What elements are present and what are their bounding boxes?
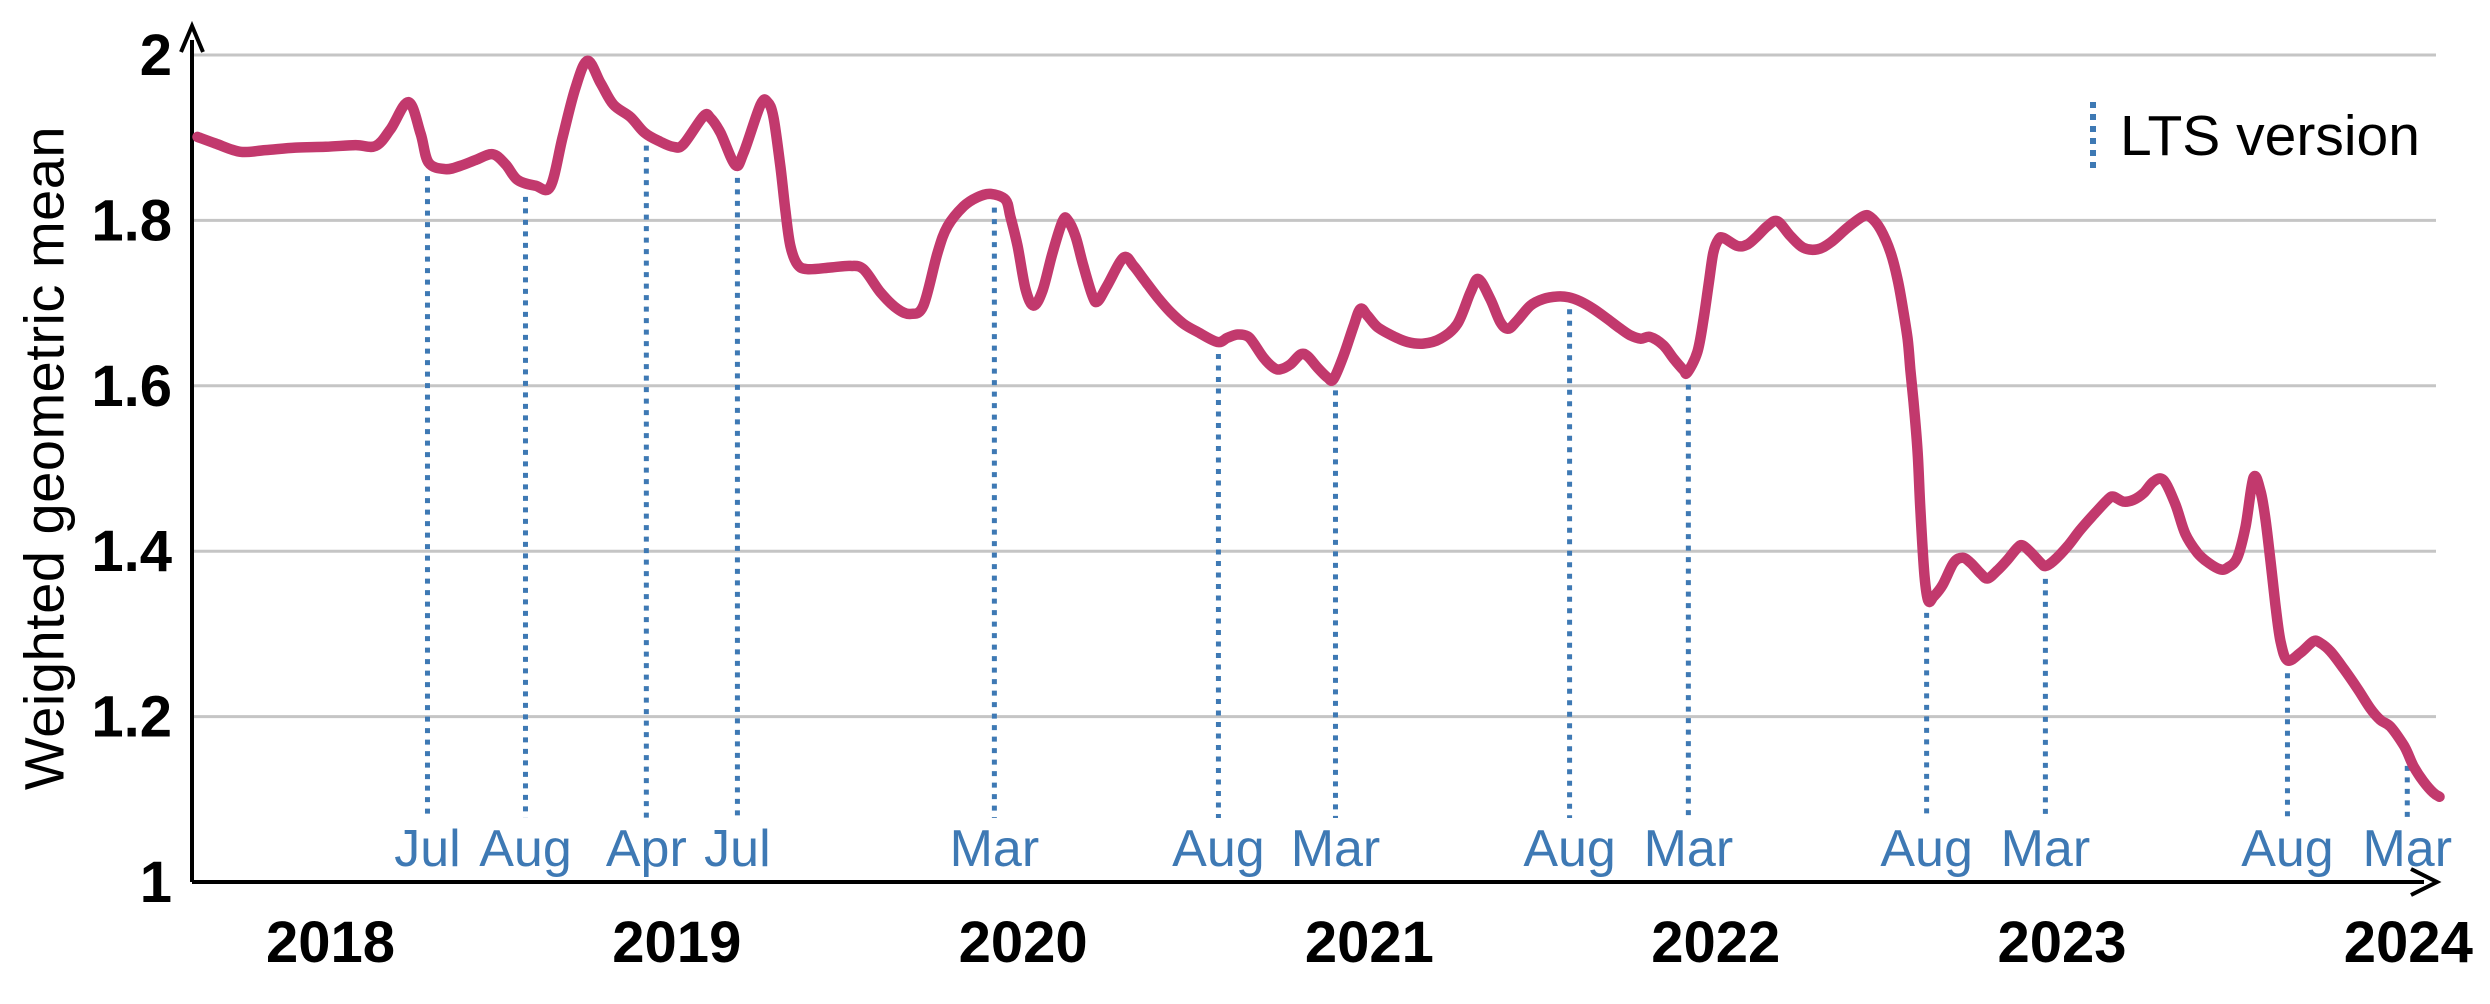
lts-month-label: Jul [704,820,770,878]
lts-month-label: Mar [2362,820,2452,878]
lts-month-label: Mar [2001,820,2091,878]
x-tick-label: 2023 [1998,910,2127,975]
lts-month-label: Aug [1172,820,1265,878]
x-tick-label: 2021 [1305,910,1434,975]
series-line [192,55,2445,803]
lts-dotted-line-icon [2090,102,2096,170]
lts-month-label: Aug [1523,820,1616,878]
lts-month-label: Mar [950,820,1040,878]
lts-month-label: Apr [606,820,687,878]
y-tick-label: 2 [140,23,172,88]
y-axis-title: Weighted geometric mean [12,125,76,791]
lts-month-label: Jul [394,820,460,878]
lts-month-label: Aug [479,820,572,878]
y-tick-label: 1.8 [91,188,172,253]
x-tick-label: 2018 [266,910,395,975]
lts-month-label: Mar [1291,820,1381,878]
lts-month-label: Aug [2241,820,2334,878]
y-tick-label: 1 [140,850,172,915]
y-tick-label: 1.2 [91,685,172,750]
y-tick-label: 1.4 [91,519,172,584]
x-tick-label: 2024 [2344,910,2473,975]
y-tick-label: 1.6 [91,354,172,419]
lts-month-label: Aug [1880,820,1973,878]
x-tick-label: 2020 [959,910,1088,975]
x-axis-arrow-icon [2410,867,2442,897]
x-tick-label: 2019 [612,910,741,975]
lts-month-label: Mar [1644,820,1734,878]
x-tick-label: 2022 [1651,910,1780,975]
legend-label: LTS version [2120,104,2420,168]
legend: LTS version [2090,102,2420,170]
y-axis-arrow-icon [179,20,205,53]
